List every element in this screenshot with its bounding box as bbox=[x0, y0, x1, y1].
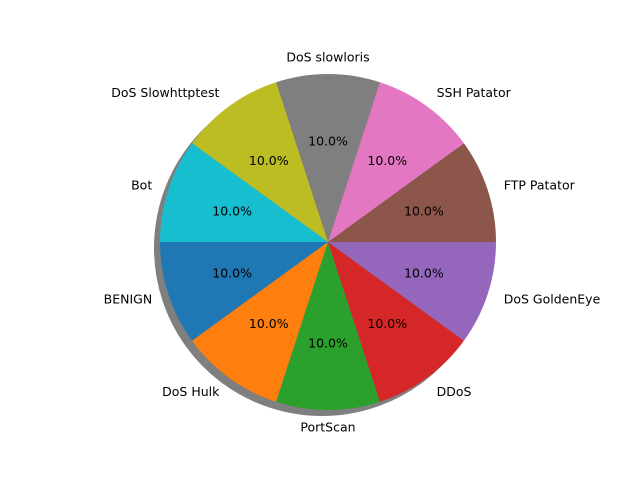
slice-label-dos-slowloris: DoS slowloris bbox=[286, 50, 369, 65]
pie-slice-benign bbox=[160, 242, 328, 341]
pie-slice-dos-hulk bbox=[192, 242, 328, 402]
pie-slice-dos-goldeneye bbox=[328, 242, 496, 341]
slice-label-ssh-patator: SSH Patator bbox=[437, 85, 512, 100]
pie-slice-bot bbox=[160, 143, 328, 242]
slice-label-benign: BENIGN bbox=[104, 292, 153, 307]
slice-percent-ssh-patator: 10.0% bbox=[367, 153, 407, 168]
slice-label-bot: Bot bbox=[131, 177, 152, 192]
slice-percent-bot: 10.0% bbox=[212, 203, 252, 218]
pie-slice-ssh-patator bbox=[328, 82, 464, 242]
pie-slice-dos-slowhttptest bbox=[192, 82, 328, 242]
pie-slices bbox=[160, 74, 496, 410]
slice-label-dos-slowhttptest: DoS Slowhttptest bbox=[111, 85, 219, 100]
slice-label-ftp-patator: FTP Patator bbox=[504, 177, 576, 192]
slice-percent-dos-hulk: 10.0% bbox=[249, 316, 289, 331]
slice-label-dos-goldeneye: DoS GoldenEye bbox=[504, 292, 601, 307]
slice-percent-portscan: 10.0% bbox=[308, 335, 348, 350]
pie-labels: BENIGN 10.0% DoS Hulk 10.0% PortScan 10.0% DDo… bbox=[104, 50, 601, 435]
slice-percent-benign: 10.0% bbox=[212, 266, 252, 281]
slice-label-portscan: PortScan bbox=[300, 419, 355, 434]
slice-label-ddos: DDoS bbox=[437, 384, 472, 399]
slice-percent-ddos: 10.0% bbox=[367, 316, 407, 331]
slice-percent-dos-slowhttptest: 10.0% bbox=[249, 153, 289, 168]
slice-percent-dos-goldeneye: 10.0% bbox=[404, 266, 444, 281]
slice-percent-dos-slowloris: 10.0% bbox=[308, 134, 348, 149]
slice-percent-ftp-patator: 10.0% bbox=[404, 203, 444, 218]
pie-slice-ftp-patator bbox=[328, 143, 496, 242]
slice-label-dos-hulk: DoS Hulk bbox=[162, 384, 220, 399]
pie-slice-portscan bbox=[276, 242, 380, 410]
pie-slice-dos-slowloris bbox=[276, 74, 380, 242]
pie-slice-ddos bbox=[328, 242, 464, 402]
